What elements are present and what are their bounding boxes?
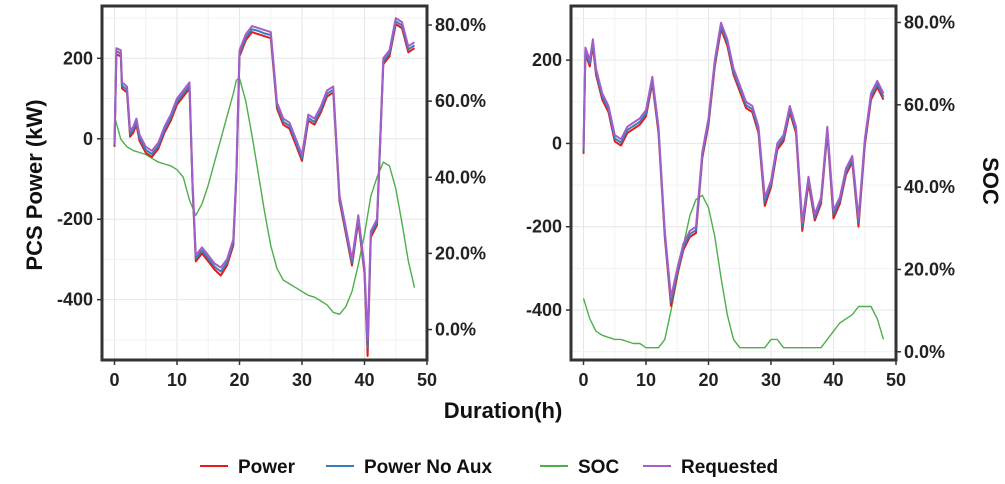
plot-background	[571, 6, 896, 360]
y-tick-label: -200	[526, 217, 562, 237]
y2-tick-label: 60.0%	[904, 95, 955, 115]
y2-tick-label: 60.0%	[435, 91, 486, 111]
y-tick-label: -400	[57, 290, 93, 310]
x-tick-label: 30	[761, 370, 781, 390]
y2-tick-label: 0.0%	[435, 320, 476, 340]
y2-tick-label: 80.0%	[435, 15, 486, 35]
y-tick-label: 0	[552, 133, 562, 153]
x-tick-label: 0	[578, 370, 588, 390]
y-tick-label: 200	[63, 48, 93, 68]
y-tick-label: 200	[532, 50, 562, 70]
x-tick-label: 0	[109, 370, 119, 390]
y-tick-label: -400	[526, 300, 562, 320]
y2-tick-label: 80.0%	[904, 12, 955, 32]
series-line-soc	[582, 194, 885, 349]
plot-frame	[100, 4, 429, 362]
x-tick-label: 20	[698, 370, 718, 390]
y-tick-label: 0	[83, 129, 93, 149]
series-line-requested	[582, 21, 885, 299]
x-tick-label: 50	[417, 370, 437, 390]
plot-frame	[569, 4, 898, 362]
y-axis-title-right: SOC	[978, 157, 1003, 205]
x-tick-label: 10	[167, 370, 187, 390]
legend-label-power-no-aux: Power No Aux	[364, 457, 493, 478]
x-tick-label: 40	[354, 370, 374, 390]
series-line-soc	[113, 77, 416, 315]
y-tick-label: -200	[57, 209, 93, 229]
x-tick-label: 20	[229, 370, 249, 390]
legend-label-soc: SOC	[578, 457, 619, 478]
y2-tick-label: 20.0%	[435, 243, 486, 263]
x-tick-label: 40	[823, 370, 843, 390]
y-axis-title-left: PCS Power (kW)	[22, 99, 47, 270]
y2-tick-label: 0.0%	[904, 342, 945, 362]
x-tick-label: 30	[292, 370, 312, 390]
series-line-requested	[113, 17, 416, 341]
y2-tick-label: 20.0%	[904, 259, 955, 279]
legend-label-requested: Requested	[681, 457, 778, 478]
x-axis-title: Duration(h)	[444, 398, 563, 423]
x-tick-label: 10	[636, 370, 656, 390]
x-tick-label: 50	[886, 370, 906, 390]
chart-panel-2: 0 10 20 30 40 50 200 0 -200 -400 80.0% 60.0% 40.0% 20…	[526, 4, 955, 390]
legend-label-power: Power	[238, 457, 296, 478]
plot-background	[102, 6, 427, 360]
y2-tick-label: 40.0%	[904, 177, 955, 197]
y2-tick-label: 40.0%	[435, 167, 486, 187]
legend: Power Power No Aux SOC Requested	[200, 457, 778, 478]
chart-panel-1: 0 10 20 30 40 50 200 0 -200 -400 80.0% 60.0% 40.0% 20…	[57, 4, 486, 390]
